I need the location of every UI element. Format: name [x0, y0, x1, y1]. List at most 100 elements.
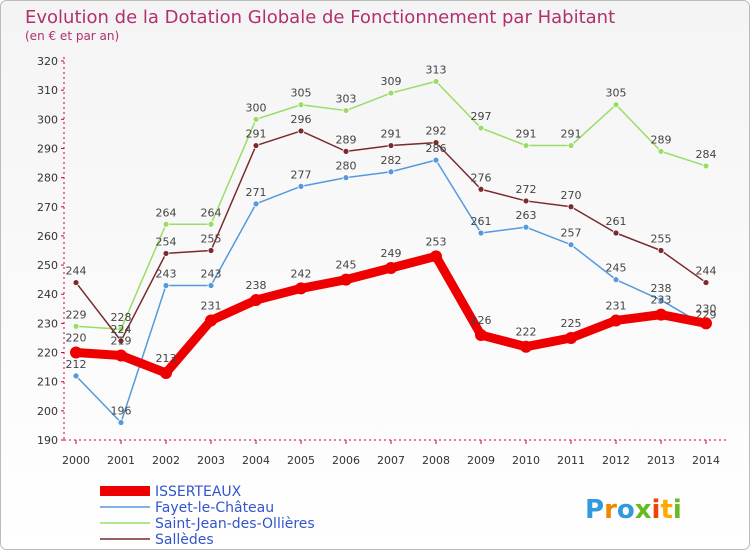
x-tick-label: 2013: [647, 454, 675, 467]
x-tick-label: 2001: [107, 454, 135, 467]
data-point: [207, 247, 215, 254]
data-label: 271: [246, 186, 267, 199]
data-label: 291: [516, 128, 537, 141]
series-saint-jean-des-olli-res: 229 228 264 264 300 305 303 309 313 297 291 291 305 2…: [66, 63, 717, 333]
data-label: 313: [426, 63, 447, 76]
legend-label: Fayet-le-Château: [155, 500, 274, 516]
data-point: [432, 78, 440, 85]
data-label: 238: [246, 279, 267, 292]
data-label: 245: [336, 259, 357, 272]
data-point: [702, 279, 710, 286]
x-tick-label: 2002: [152, 454, 180, 467]
data-point: [117, 419, 125, 426]
data-point: [297, 127, 305, 135]
data-label: 245: [606, 262, 627, 275]
y-tick-label: 310: [37, 84, 58, 97]
data-label: 277: [291, 168, 312, 181]
data-label: 305: [606, 87, 627, 100]
data-point: [162, 220, 170, 228]
data-label: 233: [651, 294, 672, 307]
data-label: 243: [201, 267, 222, 280]
x-tick-label: 2007: [377, 454, 405, 467]
data-point: [342, 147, 350, 155]
data-point: [250, 294, 262, 307]
brand-logo: Proxiti: [585, 495, 682, 525]
data-point: [117, 325, 125, 333]
data-label: 213: [156, 352, 177, 365]
y-tick-label: 300: [37, 113, 58, 126]
data-point: [567, 241, 575, 249]
data-point: [207, 282, 215, 289]
data-label: 257: [561, 227, 582, 240]
x-tick-label: 2000: [62, 454, 90, 467]
x-tick-label: 2009: [467, 454, 495, 467]
legend-item: Saint-Jean-des-Ollières: [100, 516, 315, 532]
data-point: [565, 331, 577, 344]
data-label: 231: [606, 299, 627, 312]
data-point: [252, 200, 260, 208]
data-label: 261: [471, 215, 492, 228]
y-tick-label: 280: [37, 172, 58, 185]
data-label: 228: [111, 311, 132, 324]
data-point: [567, 203, 575, 211]
data-point: [612, 276, 620, 284]
chart-subtitle: (en € et par an): [25, 29, 119, 43]
data-point: [162, 250, 170, 257]
data-label: 196: [111, 405, 132, 418]
data-label: 255: [201, 233, 222, 246]
data-label: 255: [651, 233, 672, 246]
y-tick-label: 230: [37, 317, 58, 330]
data-point: [567, 142, 575, 149]
data-point: [385, 261, 397, 274]
data-label: 309: [381, 75, 402, 88]
data-point: [610, 314, 622, 327]
data-point: [432, 139, 440, 147]
data-point: [297, 101, 305, 109]
data-point: [477, 185, 485, 193]
data-point: [295, 282, 307, 295]
data-point: [340, 273, 352, 286]
y-tick-label: 260: [37, 230, 58, 243]
data-point: [252, 115, 260, 123]
x-tick-label: 2010: [512, 454, 540, 467]
data-label: 286: [426, 142, 447, 155]
data-point: [522, 223, 530, 231]
brand-text: Proxiti: [585, 495, 682, 525]
data-label: 249: [381, 247, 402, 260]
data-point: [72, 322, 80, 330]
data-point: [387, 89, 395, 97]
data-point: [297, 182, 305, 190]
data-point: [657, 247, 665, 254]
data-point: [612, 229, 620, 237]
data-point: [342, 107, 350, 114]
y-tick-label: 250: [37, 259, 58, 272]
data-label: 254: [156, 235, 177, 248]
x-tick-label: 2011: [557, 454, 585, 467]
x-tick-label: 2006: [332, 454, 360, 467]
data-label: 230: [696, 302, 717, 315]
data-point: [162, 282, 170, 289]
data-point: [387, 168, 395, 176]
data-label: 220: [66, 332, 87, 345]
data-point: [655, 308, 667, 321]
chart-title: Evolution de la Dotation Globale de Fonc…: [25, 7, 615, 28]
data-point: [72, 372, 80, 380]
y-tick-label: 270: [37, 201, 58, 214]
data-label: 229: [66, 308, 87, 321]
data-label: 276: [471, 171, 492, 184]
y-tick-label: 320: [37, 55, 58, 68]
data-label: 238: [651, 282, 672, 295]
x-tick-label: 2004: [242, 454, 270, 467]
data-point: [520, 340, 532, 353]
legend-label: Saint-Jean-des-Ollières: [155, 516, 315, 532]
data-label: 300: [246, 101, 267, 114]
data-point: [702, 162, 710, 170]
data-label: 272: [516, 183, 537, 196]
legend-item: Fayet-le-Château: [100, 500, 274, 516]
data-label: 296: [291, 113, 312, 126]
data-point: [387, 142, 395, 149]
series-layer: 229 228 264 264 300 305 303 309 313 297 291 291 305 2…: [66, 63, 717, 426]
data-label: 291: [381, 128, 402, 141]
